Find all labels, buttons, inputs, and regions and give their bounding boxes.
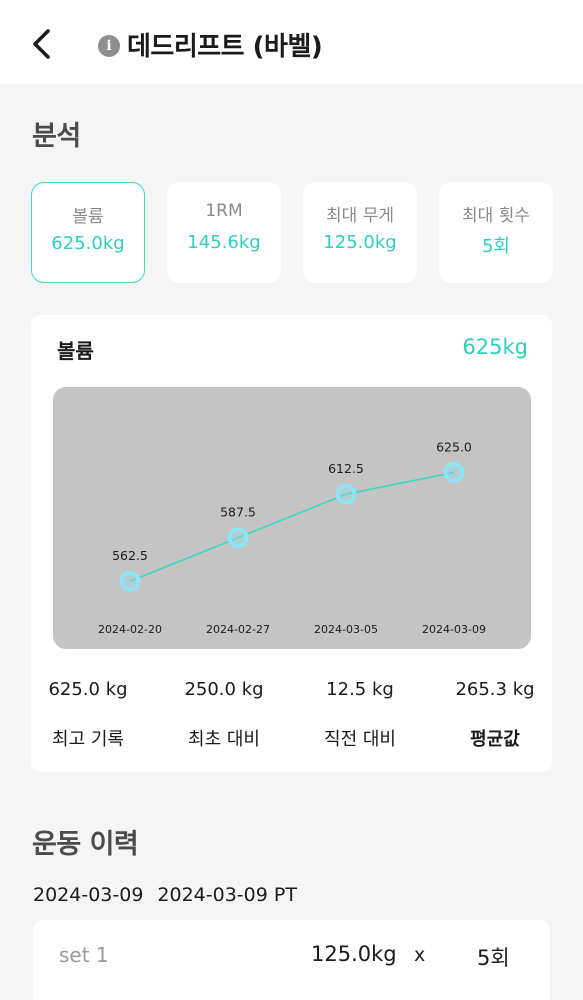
series-line [129,471,455,582]
data-point [119,570,141,592]
summary-average-label: 평균값 [470,729,520,750]
stat-card-value: 625.0kg [51,233,125,254]
stat-card-label: 1RM [205,201,243,221]
x-tick-label: 2024-02-20 [98,623,162,636]
info-icon[interactable]: i [98,35,120,57]
x-tick-label: 2024-02-27 [206,623,270,636]
summary-vs-first-label: 최초 대비 [188,729,260,750]
analysis-section-title: 분석 [32,121,81,152]
set-multiply-sign: x [414,944,426,966]
stat-card-1rm[interactable]: 1RM 145.6kg [167,182,281,283]
summary-best-label: 최고 기록 [52,729,124,750]
stat-card-max-weight[interactable]: 최대 무게 125.0kg [303,182,417,283]
stat-card-value: 145.6kg [187,232,261,253]
x-tick-label: 2024-03-05 [314,623,378,636]
summary-best-value: 625.0 kg [48,679,128,700]
volume-panel: 볼륨 625kg 562.5 2024-02-20 587.5 2024-02-27 6… [31,315,552,772]
summary-vs-prev-value: 12.5 kg [326,679,394,700]
stat-card-value: 125.0kg [323,232,397,253]
panel-label: 볼륨 [57,339,94,363]
data-label: 625.0 [436,439,472,454]
set-name: set 1 [59,943,109,967]
volume-chart-svg: 562.5 2024-02-20 587.5 2024-02-27 612.5 2024-… [98,439,486,636]
stat-card-label: 최대 횟수 [462,206,530,226]
data-point [443,461,465,483]
volume-chart: 562.5 2024-02-20 587.5 2024-02-27 612.5 2024-… [53,387,531,649]
summary-vs-prev-label: 직전 대비 [324,729,396,750]
set-row[interactable]: set 1 125.0kg x 5회 [33,920,550,1000]
panel-value: 625kg [462,335,528,359]
set-weight: 125.0kg [311,942,397,966]
stat-card-value: 5회 [481,236,510,257]
summary-average-value: 265.3 kg [455,679,535,700]
summary-vs-first-value: 250.0 kg [184,679,264,700]
data-label: 562.5 [112,548,148,563]
history-section-title: 운동 이력 [32,829,139,860]
top-bar: i 데드리프트 (바벨) [0,0,583,84]
stat-card-volume[interactable]: 볼륨 625.0kg [31,182,145,283]
page-title: 데드리프트 (바벨) [127,32,323,62]
stat-card-label: 볼륨 [72,207,104,227]
stat-card-max-reps[interactable]: 최대 횟수 5회 [439,182,553,283]
back-button[interactable] [26,26,60,62]
history-session-name: 2024-03-09 PT [157,884,297,906]
stat-card-label: 최대 무게 [326,206,394,226]
data-point [335,483,357,505]
data-point [227,527,249,549]
history-date: 2024-03-09 [33,884,144,906]
data-label: 587.5 [220,505,256,520]
data-label: 612.5 [328,461,364,476]
history-session-header: 2024-03-09 2024-03-09 PT [33,884,311,906]
chevron-left-icon [33,29,50,59]
set-reps: 5회 [477,946,510,970]
x-tick-label: 2024-03-09 [422,623,486,636]
